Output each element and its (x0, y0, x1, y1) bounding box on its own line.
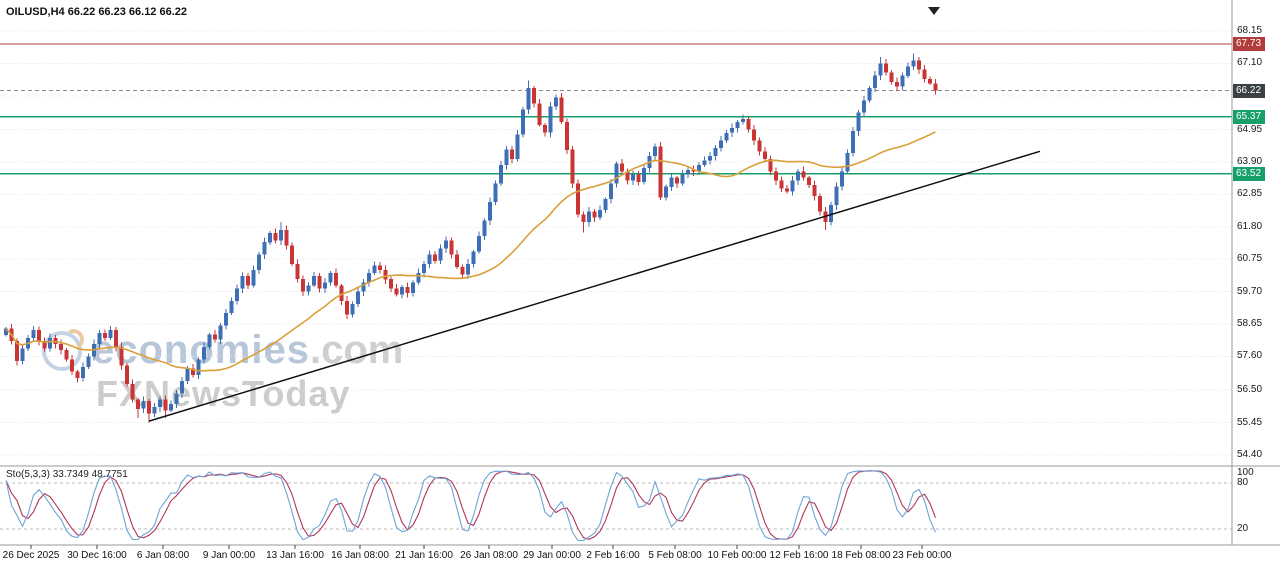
chart-shift-marker-icon[interactable] (928, 7, 940, 15)
ascending-trendline[interactable] (148, 150, 1041, 422)
moving-average-line[interactable] (5, 131, 936, 372)
watermark-domain: .com (309, 328, 404, 372)
stochastic-main-line (5, 469, 937, 542)
candles (4, 53, 938, 423)
